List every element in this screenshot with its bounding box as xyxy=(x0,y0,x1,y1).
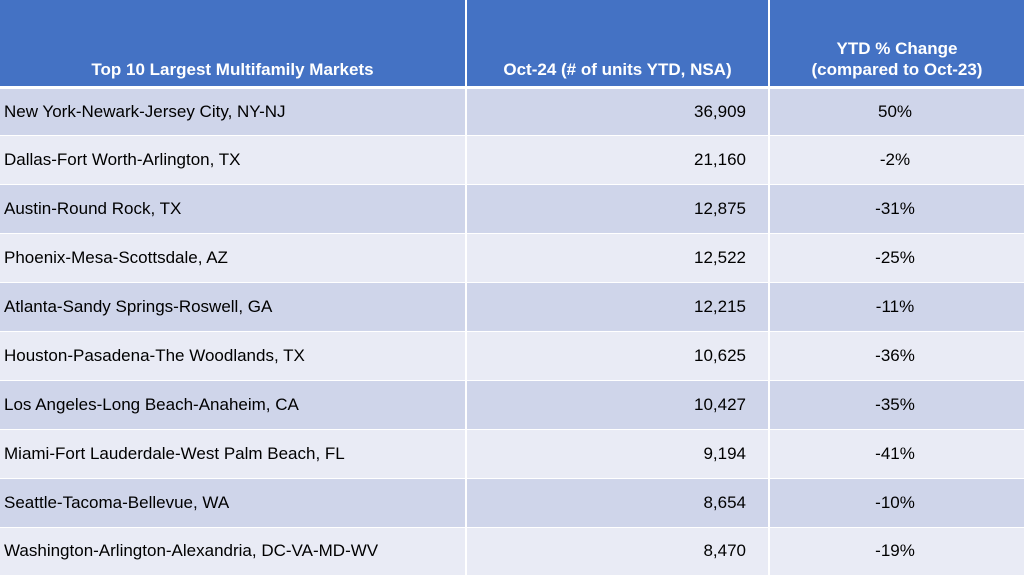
table-body: New York-Newark-Jersey City, NY-NJ 36,909… xyxy=(0,87,1024,576)
change-cell: -2% xyxy=(769,135,1024,186)
market-cell: Houston-Pasadena-The Woodlands, TX xyxy=(0,331,467,381)
market-cell: Los Angeles-Long Beach-Anaheim, CA xyxy=(0,380,467,430)
market-cell: Atlanta-Sandy Springs-Roswell, GA xyxy=(0,282,467,332)
header-change: YTD % Change (compared to Oct-23) xyxy=(769,0,1024,89)
units-cell: 8,470 xyxy=(466,527,770,576)
change-cell: -31% xyxy=(769,184,1024,235)
units-cell: 8,654 xyxy=(466,478,770,528)
market-cell: Washington-Arlington-Alexandria, DC-VA-M… xyxy=(0,527,467,576)
header-units: Oct-24 (# of units YTD, NSA) xyxy=(466,0,770,89)
units-cell: 10,427 xyxy=(466,380,770,430)
change-cell: -10% xyxy=(769,478,1024,528)
table-row: Seattle-Tacoma-Bellevue, WA 8,654 -10% xyxy=(0,478,1024,528)
market-cell: Phoenix-Mesa-Scottsdale, AZ xyxy=(0,233,467,284)
table-row: Houston-Pasadena-The Woodlands, TX 10,625… xyxy=(0,331,1024,381)
table-row: New York-Newark-Jersey City, NY-NJ 36,909… xyxy=(0,87,1024,137)
table-row: Atlanta-Sandy Springs-Roswell, GA 12,215-… xyxy=(0,282,1024,332)
market-cell: Seattle-Tacoma-Bellevue, WA xyxy=(0,478,467,528)
units-cell: 21,160 xyxy=(466,135,770,186)
change-cell: -19% xyxy=(769,527,1024,576)
header-change-line2: (compared to Oct-23) xyxy=(811,59,983,79)
header-markets: Top 10 Largest Multifamily Markets xyxy=(0,0,467,89)
table-row: Dallas-Fort Worth-Arlington, TX 21,160 -2% xyxy=(0,135,1024,186)
market-cell: Miami-Fort Lauderdale-West Palm Beach, F… xyxy=(0,429,467,479)
change-cell: -11% xyxy=(769,282,1024,332)
table-row: Washington-Arlington-Alexandria, DC-VA-M… xyxy=(0,527,1024,576)
change-cell: -41% xyxy=(769,429,1024,479)
units-cell: 12,215 xyxy=(466,282,770,332)
market-cell: Austin-Round Rock, TX xyxy=(0,184,467,235)
market-cell: Dallas-Fort Worth-Arlington, TX xyxy=(0,135,467,186)
table-row: Phoenix-Mesa-Scottsdale, AZ 12,522 -25% xyxy=(0,233,1024,284)
units-cell: 12,522 xyxy=(466,233,770,284)
change-cell: -25% xyxy=(769,233,1024,284)
change-cell: -36% xyxy=(769,331,1024,381)
change-cell: -35% xyxy=(769,380,1024,430)
change-cell: 50% xyxy=(769,87,1024,137)
units-cell: 12,875 xyxy=(466,184,770,235)
market-cell: New York-Newark-Jersey City, NY-NJ xyxy=(0,87,467,137)
header-change-line1: YTD % Change xyxy=(836,38,958,58)
table-row: Austin-Round Rock, TX 12,875 -31% xyxy=(0,184,1024,235)
header-row: Top 10 Largest Multifamily Markets Oct-2… xyxy=(0,0,1024,89)
units-cell: 36,909 xyxy=(466,87,770,137)
table-row: Miami-Fort Lauderdale-West Palm Beach, F… xyxy=(0,429,1024,479)
units-cell: 10,625 xyxy=(466,331,770,381)
units-cell: 9,194 xyxy=(466,429,770,479)
table-row: Los Angeles-Long Beach-Anaheim, CA 10,427… xyxy=(0,380,1024,430)
